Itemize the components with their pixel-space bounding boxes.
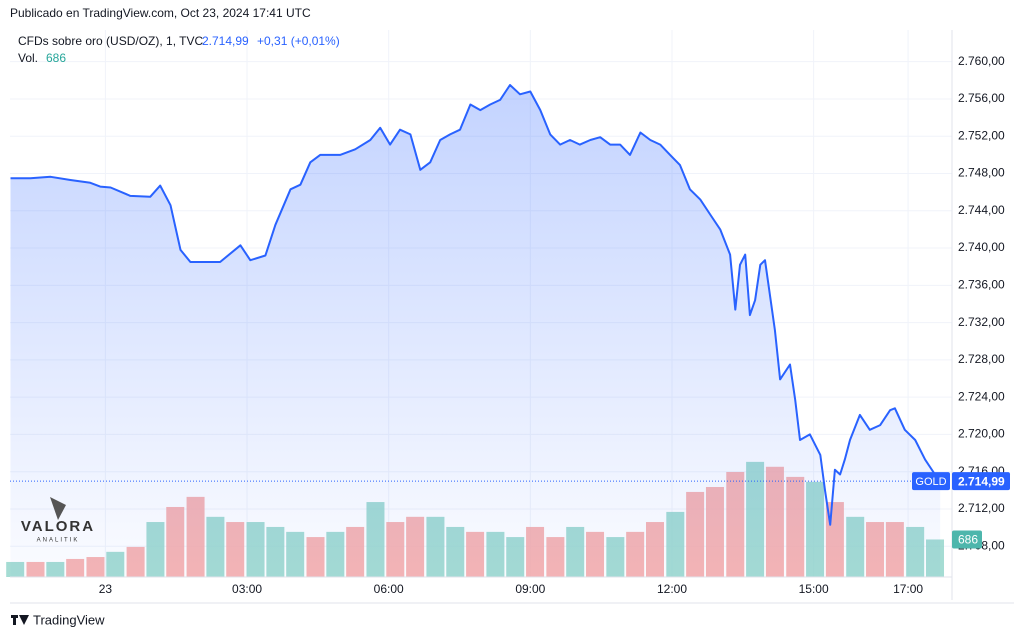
watermark-tagline: ANALITIK bbox=[37, 538, 80, 544]
legend-change: +0,31 (+0,01%) bbox=[257, 34, 340, 48]
price-tag-text: 2.714,99 bbox=[958, 474, 1005, 488]
y-tick-label: 2.752,00 bbox=[958, 128, 1005, 142]
area-fill bbox=[10, 85, 941, 577]
x-tick-label: 17:00 bbox=[893, 582, 923, 596]
price-line bbox=[10, 84, 941, 526]
footer-icon bbox=[11, 615, 29, 625]
y-tick-label: 2.748,00 bbox=[958, 166, 1005, 180]
x-tick-label: 23 bbox=[99, 582, 113, 596]
volume-tag-text: 686 bbox=[958, 533, 978, 547]
watermark: VALORA ANALITIK bbox=[21, 497, 95, 544]
legend-price: 2.714,99 bbox=[202, 34, 249, 48]
legend-symbol: CFDs sobre oro (USD/OZ), 1, TVC bbox=[18, 34, 203, 48]
x-tick-label: 03:00 bbox=[232, 582, 262, 596]
footer-text: TradingView bbox=[33, 612, 105, 627]
x-tick-label: 15:00 bbox=[799, 582, 829, 596]
legend-volume-value: 686 bbox=[46, 51, 66, 65]
footer-logo: TradingView bbox=[11, 612, 105, 627]
legend-volume-name: Vol. bbox=[18, 51, 38, 65]
x-tick-label: 06:00 bbox=[374, 582, 404, 596]
y-tick-label: 2.728,00 bbox=[958, 352, 1005, 366]
x-tick-label: 12:00 bbox=[657, 582, 687, 596]
y-tick-label: 2.756,00 bbox=[958, 91, 1005, 105]
header: Publicado en TradingView.com, Oct 23, 20… bbox=[10, 6, 311, 20]
ticker-tag-text: GOLD bbox=[915, 476, 946, 488]
ticker-tag bbox=[912, 472, 950, 491]
y-tick-label: 2.724,00 bbox=[958, 389, 1005, 403]
y-tick-label: 2.744,00 bbox=[958, 203, 1005, 217]
x-tick-label: 09:00 bbox=[515, 582, 545, 596]
price-tag bbox=[952, 472, 1010, 491]
y-tick-label: 2.736,00 bbox=[958, 278, 1005, 292]
y-tick-label: 2.740,00 bbox=[958, 240, 1005, 254]
volume-tag bbox=[952, 530, 982, 549]
y-tick-label: 2.712,00 bbox=[958, 501, 1005, 515]
watermark-name: VALORA bbox=[21, 518, 95, 535]
y-tick-label: 2.732,00 bbox=[958, 315, 1005, 329]
watermark-icon bbox=[50, 497, 66, 520]
y-tick-label: 2.760,00 bbox=[958, 54, 1005, 68]
y-tick-label: 2.720,00 bbox=[958, 427, 1005, 441]
